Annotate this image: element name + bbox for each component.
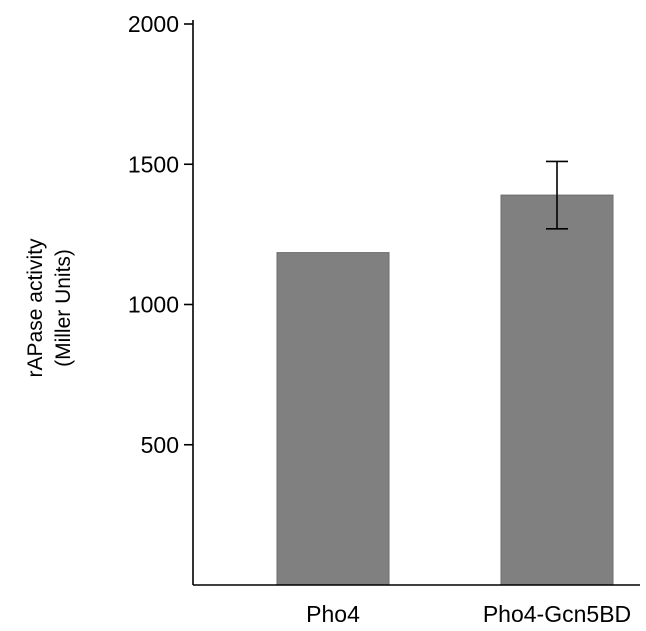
y-tick-label-1500: 1500 [128, 151, 179, 177]
y-axis-label-line-1: rAPase activity [24, 238, 47, 377]
x-tick-label-pho4-gcn5bd: Pho4-Gcn5BD [483, 601, 631, 627]
y-tick-label-2000: 2000 [128, 11, 179, 37]
x-tick-label-pho4: Pho4 [306, 601, 360, 627]
bar-pho4 [276, 252, 390, 586]
plot-area: 500 1000 1500 2000 Pho4 Pho4-Gcn5BD [128, 11, 640, 627]
y-tick-label-500: 500 [141, 432, 179, 458]
y-tick-label-1000: 1000 [128, 292, 179, 318]
y-axis-label-line-2: (Miller Units) [52, 249, 75, 367]
bar-pho4-gcn5bd [500, 194, 614, 586]
